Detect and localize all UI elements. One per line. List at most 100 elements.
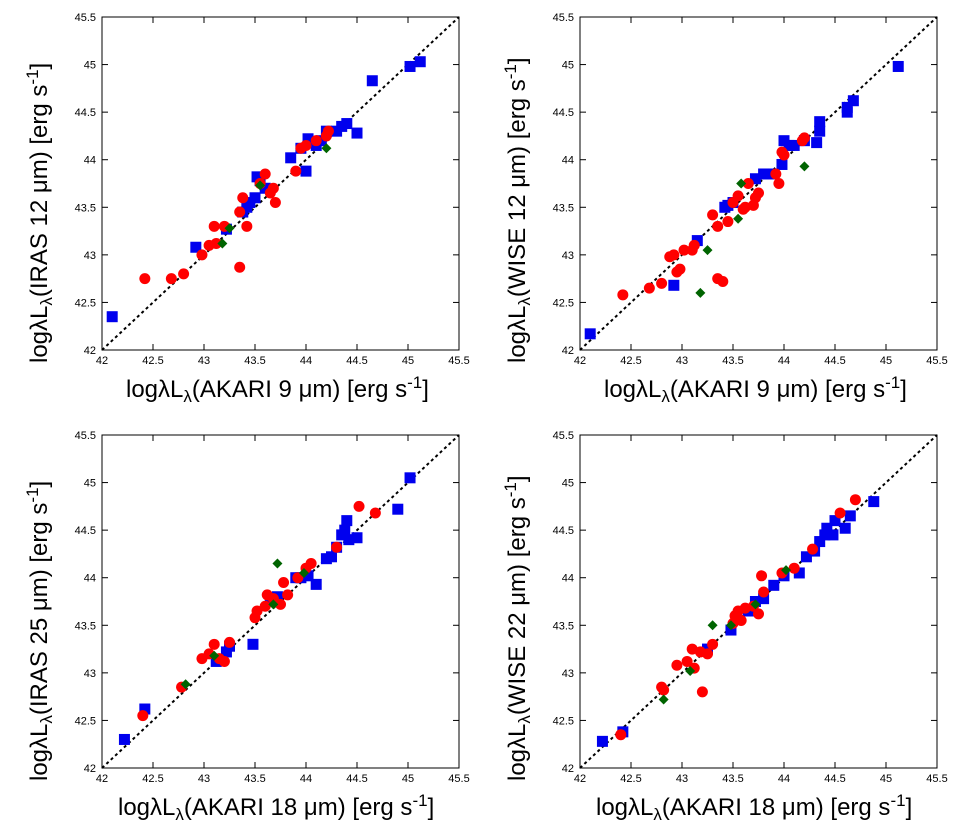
data-point-circle bbox=[717, 275, 729, 287]
data-point-circle bbox=[688, 239, 700, 251]
y-tick-label: 42.5 bbox=[553, 297, 574, 309]
data-point-circle bbox=[681, 655, 693, 667]
data-point-circle bbox=[678, 244, 690, 256]
data-point-circle bbox=[282, 589, 294, 601]
data-point-square bbox=[814, 536, 826, 548]
data-point-diamond bbox=[702, 245, 713, 256]
data-point-circle bbox=[300, 139, 312, 151]
panel-2: 42 42 42.5 42.5 43 43 43.5 43.5 44 44 44.5 44.5 45 45… bbox=[478, 0, 956, 417]
data-point-square bbox=[758, 593, 770, 605]
x-tick-label: 42 bbox=[574, 355, 586, 367]
data-point-square bbox=[596, 735, 608, 747]
y-tick-label: 45.5 bbox=[75, 12, 96, 24]
y-tick-label: 44.5 bbox=[553, 525, 574, 537]
y-tick-label: 43.5 bbox=[75, 620, 96, 632]
x-tick-label: 45 bbox=[402, 773, 414, 785]
x-tick-label: 44 bbox=[300, 773, 312, 785]
x-tick-label: 43.5 bbox=[244, 355, 265, 367]
data-point-square bbox=[788, 139, 800, 151]
data-point-circle bbox=[753, 187, 764, 199]
data-point-circle bbox=[290, 165, 302, 177]
x-tick-label: 42.5 bbox=[620, 773, 641, 785]
data-point-circle bbox=[139, 273, 151, 285]
y-axis-label-2: logλLλ(WISE 12 μm) [erg s-1] bbox=[501, 57, 534, 363]
data-point-circle bbox=[241, 220, 253, 232]
x-tick-label: 42.5 bbox=[142, 773, 163, 785]
data-point-square bbox=[392, 503, 404, 515]
data-point-circle bbox=[259, 600, 271, 612]
data-point-circle bbox=[267, 182, 279, 194]
data-point-circle bbox=[322, 125, 334, 137]
x-tick-label: 44.5 bbox=[346, 773, 367, 785]
data-point-diamond bbox=[658, 694, 669, 705]
data-point-square bbox=[220, 646, 232, 658]
data-point-circle bbox=[218, 655, 230, 667]
data-point-square bbox=[827, 529, 839, 541]
x-axis-label-4: logλLλ(AKARI 18 μm) [erg s-1] bbox=[596, 791, 913, 824]
x-tick-label: 45 bbox=[402, 355, 414, 367]
data-point-circle bbox=[696, 686, 708, 698]
y-tick-label: 44 bbox=[84, 573, 96, 585]
data-point-square bbox=[366, 75, 378, 87]
y-tick-label: 45 bbox=[84, 478, 96, 490]
data-point-diamond bbox=[707, 620, 718, 631]
data-point-square bbox=[758, 168, 770, 180]
data-point-circle bbox=[756, 570, 768, 582]
x-tick-label: 42 bbox=[96, 355, 108, 367]
data-point-square bbox=[341, 118, 353, 130]
data-point-square bbox=[343, 534, 355, 546]
data-point-circle bbox=[702, 648, 713, 660]
data-point-square bbox=[106, 311, 118, 323]
y-axis-label-3: logλLλ(IRAS 25 μm) [erg s-1] bbox=[23, 480, 56, 781]
data-point-square bbox=[118, 733, 130, 745]
data-point-square bbox=[326, 551, 337, 563]
data-point-square bbox=[800, 551, 812, 563]
panel-4: 42 42 42.5 42.5 43 43 43.5 43.5 44 44 44.5 44.5 45 45… bbox=[478, 418, 956, 835]
data-point-square bbox=[302, 133, 314, 145]
data-point-diamond bbox=[799, 161, 810, 172]
data-point-circle bbox=[224, 636, 235, 648]
y-tick-label: 43.5 bbox=[75, 202, 96, 214]
data-point-diamond bbox=[255, 180, 266, 191]
x-tick-label: 43.5 bbox=[722, 355, 743, 367]
data-point-circle bbox=[707, 638, 719, 650]
data-point-circle bbox=[331, 541, 343, 553]
data-point-diamond bbox=[272, 558, 283, 569]
data-point-square bbox=[584, 328, 596, 340]
x-tick-label: 44 bbox=[778, 355, 790, 367]
panel-3: 42 42 42.5 42.5 43 43 43.5 43.5 44 44 44.5 44.5 45 45… bbox=[0, 418, 478, 835]
y-tick-label: 44.5 bbox=[75, 107, 96, 119]
data-point-diamond bbox=[224, 223, 235, 234]
data-point-circle bbox=[849, 494, 861, 506]
y-tick-label: 43.5 bbox=[553, 202, 574, 214]
data-point-circle bbox=[275, 598, 286, 610]
data-point-circle bbox=[674, 263, 686, 275]
data-point-circle bbox=[834, 507, 846, 519]
data-point-circle bbox=[259, 168, 271, 180]
x-tick-label: 45.5 bbox=[926, 355, 947, 367]
data-point-square bbox=[868, 496, 880, 508]
data-point-diamond bbox=[180, 679, 191, 690]
data-point-square bbox=[139, 703, 151, 715]
x-tick-label: 45 bbox=[880, 355, 892, 367]
data-point-circle bbox=[196, 249, 208, 261]
data-point-circle bbox=[208, 220, 220, 232]
data-point-square bbox=[668, 279, 680, 291]
data-point-circle bbox=[178, 268, 190, 280]
data-point-circle bbox=[251, 605, 263, 617]
data-point-circle bbox=[798, 132, 810, 144]
x-tick-label: 43.5 bbox=[244, 773, 265, 785]
data-point-diamond bbox=[695, 287, 706, 298]
data-point-circle bbox=[234, 261, 246, 273]
data-point-circle bbox=[208, 638, 220, 650]
data-point-circle bbox=[278, 576, 290, 588]
data-point-square bbox=[190, 241, 202, 253]
y-tick-label: 45 bbox=[562, 60, 574, 72]
y-tick-label: 43.5 bbox=[553, 620, 574, 632]
data-point-diamond bbox=[736, 178, 747, 189]
y-tick-label: 45.5 bbox=[553, 430, 574, 442]
data-point-circle bbox=[735, 615, 747, 627]
data-point-square bbox=[821, 522, 833, 534]
